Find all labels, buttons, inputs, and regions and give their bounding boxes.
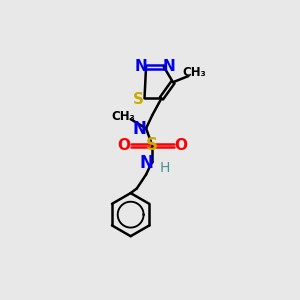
- Text: H: H: [160, 161, 170, 176]
- Text: N: N: [139, 154, 153, 172]
- Text: O: O: [174, 138, 187, 153]
- Text: CH₃: CH₃: [111, 110, 135, 123]
- Text: O: O: [117, 138, 130, 153]
- Text: N: N: [163, 58, 175, 74]
- Text: N: N: [133, 120, 147, 138]
- Text: S: S: [133, 92, 144, 106]
- Text: N: N: [134, 58, 147, 74]
- Text: S: S: [146, 136, 158, 154]
- Text: CH₃: CH₃: [183, 67, 206, 80]
